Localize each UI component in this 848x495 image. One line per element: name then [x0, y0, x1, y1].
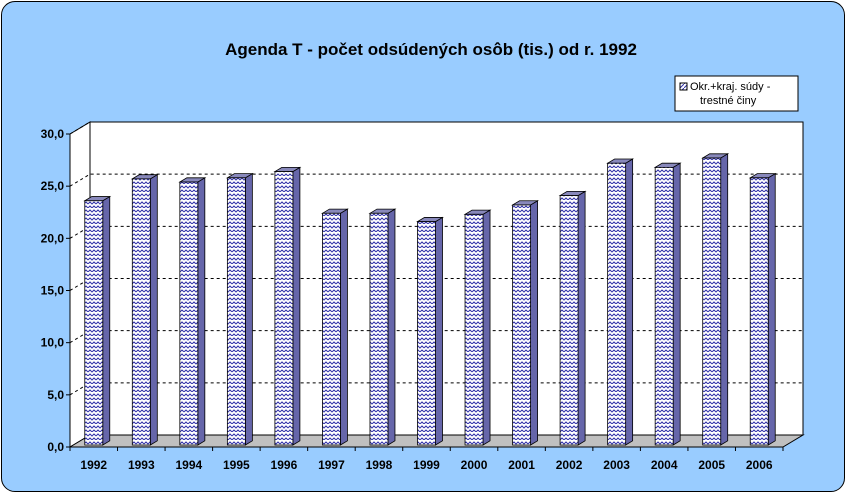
x-tick-label-1993: 1993 [128, 458, 155, 472]
bar-side-2006 [767, 172, 776, 446]
bar-side-2001 [530, 200, 538, 446]
x-tick-label-2001: 2001 [508, 458, 535, 472]
x-tick-label-2003: 2003 [603, 458, 630, 472]
gridline-6 [69, 121, 803, 135]
bar-side-1999 [435, 216, 443, 446]
y-tick-label: 30,0 [41, 127, 65, 141]
bar-2000 [464, 213, 484, 446]
y-axis-ticks: 0,0 5,0 10,0 15,0 20,0 25,0 30,0 [41, 127, 70, 454]
legend-label-line-2: trestné činy [700, 95, 757, 107]
bar-side-1995 [244, 172, 253, 446]
y-tick-label: 25,0 [41, 179, 65, 193]
x-tick-label-2000: 2000 [461, 458, 488, 472]
x-tick-label-1992: 1992 [80, 458, 107, 472]
bar-side-1993 [149, 173, 158, 446]
bar-1993 [131, 178, 151, 446]
x-axis-ticks: 1992 1993 1994 1995 1996 1997 1998 1999 2000 2001… [69, 447, 784, 472]
bar-side-2003 [625, 158, 634, 446]
bar-1997 [322, 212, 341, 446]
x-tick-label-1997: 1997 [318, 458, 345, 472]
x-tick-label-1996: 1996 [271, 458, 298, 472]
y-tick-label: 5,0 [47, 388, 64, 402]
x-tick-label-2005: 2005 [698, 458, 725, 472]
y-tick-label: 0,0 [47, 440, 64, 454]
bar-1992 [84, 200, 104, 446]
bar-1998 [369, 212, 389, 446]
bar-2005 [702, 157, 722, 446]
bar-1996 [274, 171, 294, 446]
x-tick-label-2004: 2004 [651, 458, 678, 472]
y-tick-label: 15,0 [41, 284, 65, 298]
bar-side-1992 [102, 195, 111, 446]
legend: Okr.+kraj. súdy - trestné činy [674, 75, 799, 112]
bar-2001 [512, 204, 531, 446]
legend-label-line-1: Okr.+kraj. súdy - [690, 81, 771, 93]
y-tick-label: 10,0 [41, 336, 65, 350]
bar-side-1997 [340, 208, 348, 446]
x-tick-label-1998: 1998 [366, 458, 393, 472]
x-tick-label-2002: 2002 [556, 458, 583, 472]
x-tick-label-2006: 2006 [746, 458, 773, 472]
bar-side-2005 [720, 153, 729, 446]
legend-box [674, 75, 799, 112]
x-tick-label-1995: 1995 [223, 458, 250, 472]
bar-side-1996 [292, 166, 301, 446]
y-tick-label: 20,0 [41, 231, 65, 245]
bar-2003 [607, 162, 627, 446]
bar-side-2000 [482, 209, 491, 446]
bar-1994 [179, 181, 199, 446]
bar-1999 [417, 221, 436, 446]
legend-swatch [679, 82, 688, 91]
bars [83, 153, 777, 446]
bar-2002 [559, 195, 579, 446]
bar-side-2004 [672, 162, 681, 446]
gridline-5 [69, 173, 803, 187]
bar-side-2002 [577, 190, 586, 446]
bar-side-1994 [197, 177, 206, 446]
bar-2004 [654, 166, 674, 446]
bar-1995 [226, 177, 246, 446]
bar-2006 [749, 177, 769, 446]
x-tick-label-1994: 1994 [175, 458, 202, 472]
chart-title: Agenda T - počet odsúdených osôb (tis.) … [225, 40, 637, 59]
x-tick-label-1999: 1999 [413, 458, 440, 472]
bar-side-1998 [387, 208, 396, 446]
